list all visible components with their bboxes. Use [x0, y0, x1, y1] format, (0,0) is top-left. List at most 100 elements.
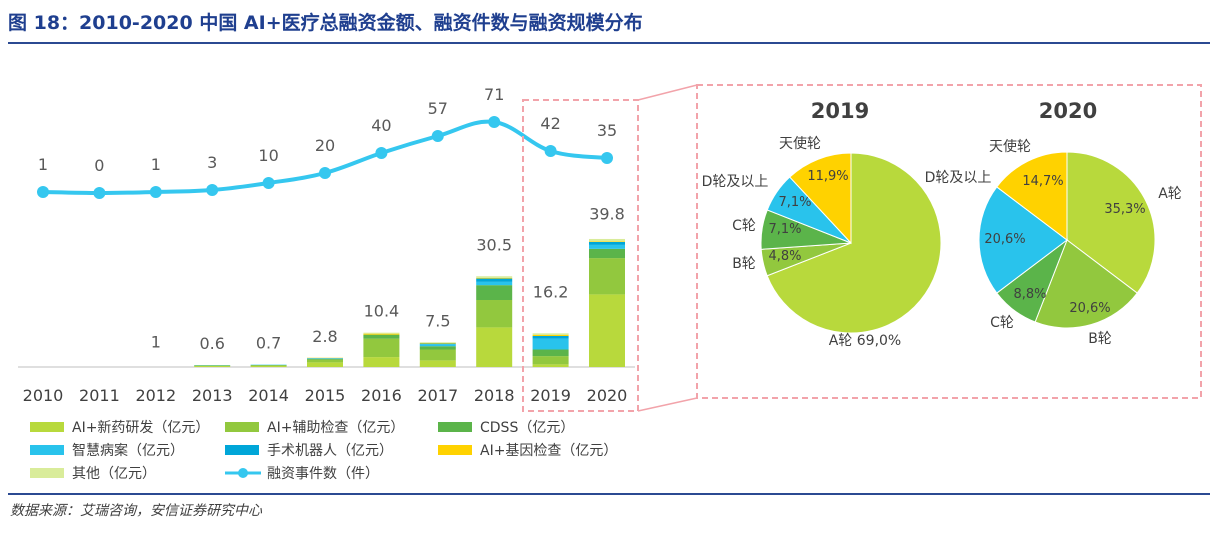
highlight-box — [522, 99, 639, 412]
bar-segment — [307, 362, 343, 367]
bar-segment — [476, 327, 513, 367]
x-tick-label: 2012 — [135, 386, 176, 405]
bar-total-label: 2.8 — [312, 327, 337, 346]
bar-total-label: 1 — [151, 333, 161, 352]
pie-slice-percent: 11,9% — [807, 169, 848, 184]
events-label: 10 — [258, 146, 278, 165]
bar-segment — [363, 338, 400, 358]
bar-segment — [532, 349, 569, 357]
bar-segment — [363, 357, 400, 367]
bar-segment — [476, 278, 513, 282]
events-point — [93, 187, 106, 199]
pie-slice-label: A轮 69,0% — [829, 333, 902, 349]
bar-segment — [419, 349, 456, 361]
bar-total-label: 10.4 — [364, 302, 400, 321]
bar-segment — [307, 359, 343, 363]
events-label: 0 — [94, 156, 104, 175]
bar-segment — [194, 365, 231, 367]
bar-segment — [476, 281, 513, 286]
pie-slice-label: C轮 — [732, 218, 756, 234]
events-point — [601, 152, 613, 164]
x-tick-label: 2010 — [23, 386, 64, 405]
pie-charts: 2019 A轮 69,0% B轮 4,8% C轮 7,1% D轮及以上 7,1% 天使轮 11,9… — [702, 99, 1182, 349]
events-label: 20 — [315, 136, 335, 155]
bar-segment — [589, 244, 625, 249]
bar-segment — [589, 241, 625, 245]
events-point — [319, 167, 331, 179]
bar-segment — [250, 366, 287, 367]
events-label: 3 — [207, 153, 217, 172]
x-tick-label: 2013 — [192, 386, 233, 405]
bar-segment — [532, 338, 569, 350]
bar-segment — [532, 356, 569, 365]
title-divider — [8, 42, 1210, 44]
events-point — [262, 177, 275, 189]
bar-segment — [532, 364, 569, 367]
events-label: 40 — [371, 116, 391, 135]
events-point — [544, 145, 557, 157]
bar-segment — [250, 365, 287, 367]
x-tick-label: 2020 — [587, 386, 628, 405]
bar-segment — [419, 343, 456, 345]
legend-label: 融资事件数（件） — [267, 466, 379, 482]
pie-slice-label: D轮及以上 — [925, 170, 992, 186]
bar-segment — [532, 333, 569, 335]
events-point — [206, 184, 219, 196]
pie-slice-percent: 14,7% — [1022, 174, 1063, 189]
events-label: 1 — [38, 155, 48, 174]
x-tick-label: 2011 — [79, 386, 120, 405]
bar-segment — [532, 335, 569, 339]
legend-label: AI+辅助检查（亿元） — [267, 420, 404, 436]
pie-slice-percent: 7,1% — [768, 222, 801, 237]
legend: AI+新药研发（亿元） AI+辅助检查（亿元） CDSS（亿元） 智慧病案（亿元） 手术… — [30, 420, 617, 482]
pie-panel-box — [696, 84, 1202, 399]
pie-slice-percent: 4,8% — [768, 249, 801, 264]
x-tick-label: 2018 — [474, 386, 515, 405]
legend-label: 其他（亿元） — [72, 466, 156, 482]
bar-segment — [419, 346, 456, 350]
pie-slice-label: A轮 — [1158, 186, 1182, 202]
source-note: 数据来源：艾瑞咨询，安信证券研究中心 — [10, 503, 262, 519]
x-tick-label: 2017 — [417, 386, 458, 405]
bar-segment — [419, 344, 456, 347]
bar-total-label: 39.8 — [589, 205, 625, 224]
bar-total-label: 7.5 — [425, 311, 450, 330]
bar-total-label: 16.2 — [533, 283, 569, 302]
bar-segment — [532, 334, 569, 336]
legend-swatch — [30, 422, 64, 432]
x-tick-label: 2014 — [248, 386, 289, 405]
footer-divider — [8, 493, 1210, 495]
events-point — [488, 116, 501, 128]
events-label: 35 — [597, 121, 617, 140]
bar-segment — [419, 360, 456, 367]
pie-slice-label: 天使轮 — [989, 138, 1031, 155]
legend-label: 手术机器人（亿元） — [267, 443, 393, 459]
pie-title: 2019 — [811, 99, 869, 123]
connector-line — [637, 397, 698, 412]
bar-segment — [476, 285, 513, 301]
pie-slice-percent: 20,6% — [984, 232, 1025, 247]
bar-segment — [589, 258, 625, 295]
pie-slice-percent: 8,8% — [1013, 287, 1046, 302]
pie-slice-label: B轮 — [1088, 331, 1112, 347]
bar-segment — [307, 358, 343, 360]
events-point — [431, 130, 444, 142]
x-tick-label: 2016 — [361, 386, 402, 405]
pie-slice-percent: 7,1% — [778, 195, 811, 210]
pie-slice-percent: 20,6% — [1069, 301, 1110, 316]
x-tick-label: 2015 — [305, 386, 346, 405]
bar-segment — [476, 276, 513, 278]
bar-segment — [476, 277, 513, 279]
bar-segment — [363, 334, 400, 339]
events-label: 1 — [151, 155, 161, 174]
events-point — [375, 147, 388, 159]
bar-segment — [419, 342, 456, 343]
legend-marker — [238, 468, 248, 478]
pie-slice — [996, 151, 1068, 242]
pie-title: 2020 — [1039, 99, 1097, 123]
bar-total-label: 0.7 — [256, 334, 281, 353]
legend-swatch — [225, 422, 259, 432]
bar-segment — [589, 248, 625, 259]
